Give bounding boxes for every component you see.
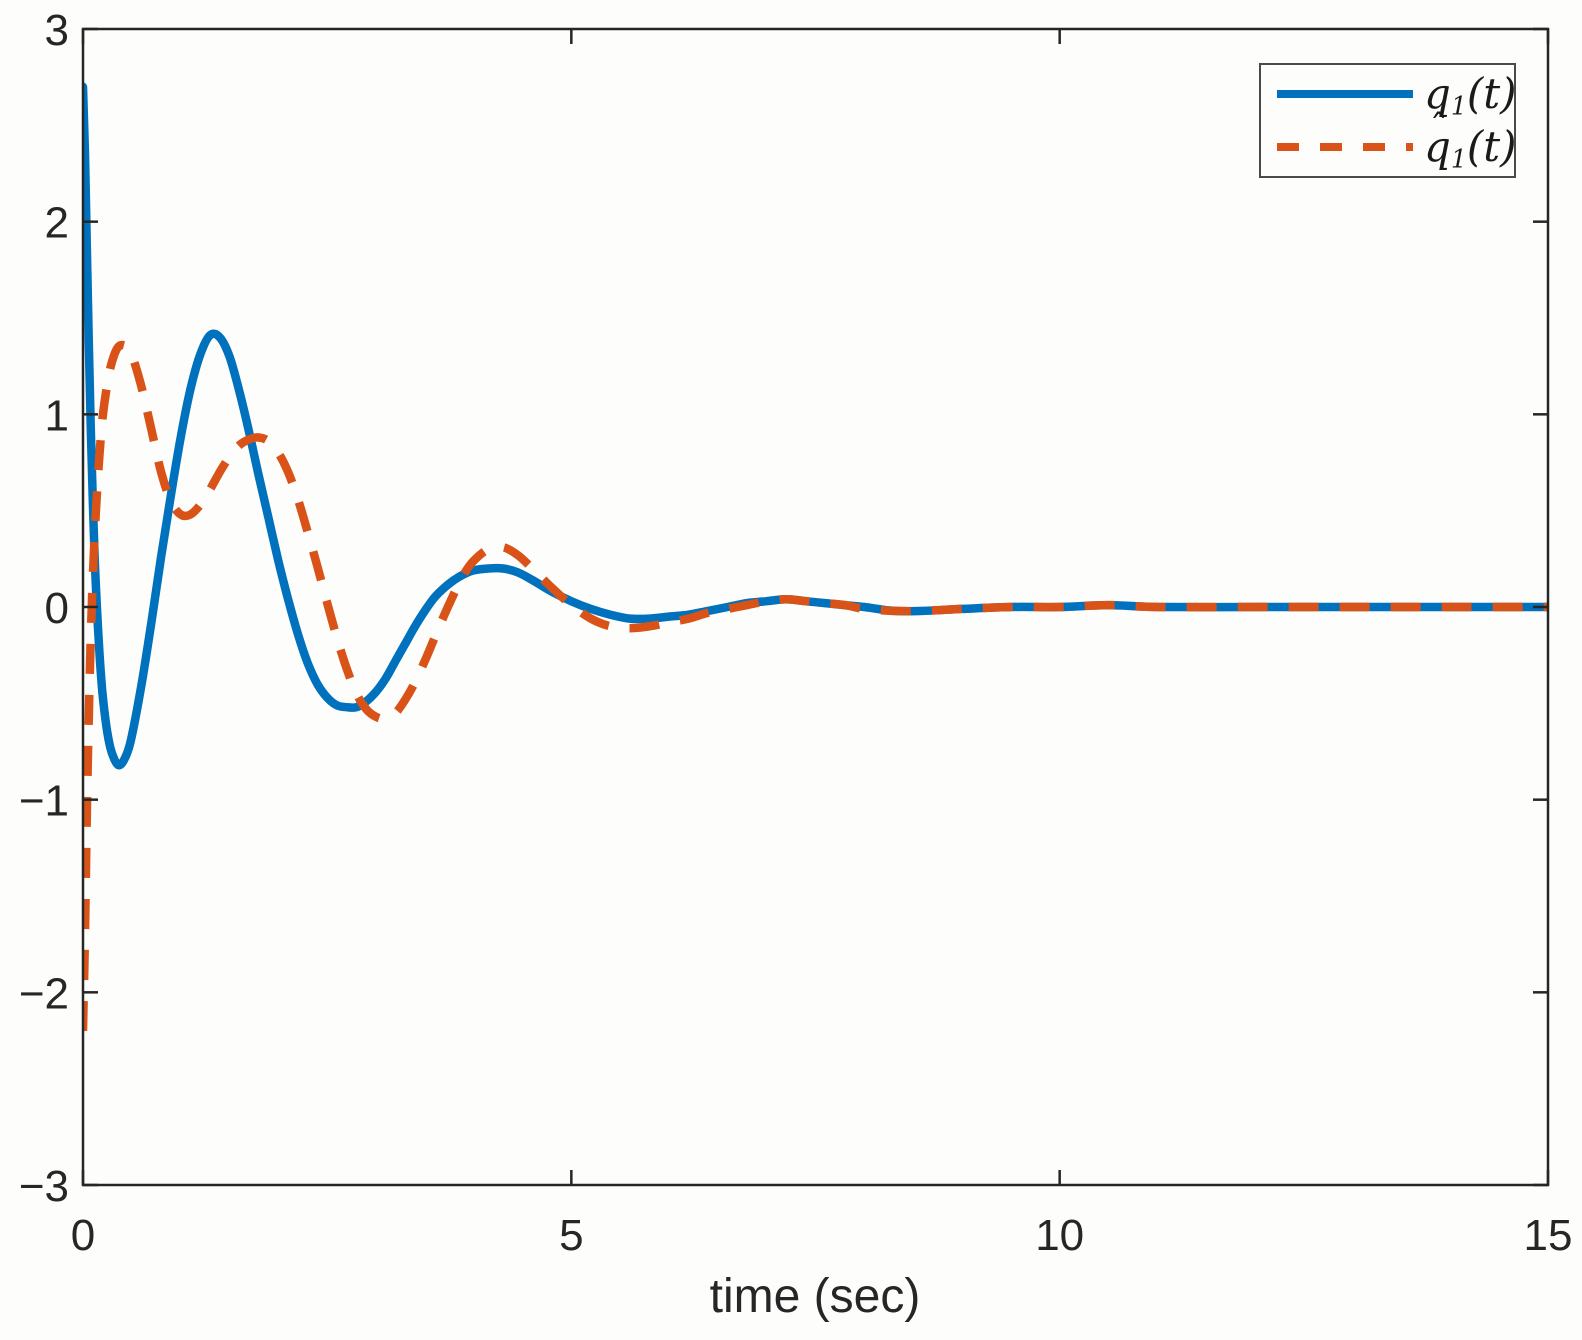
x-tick-label: 15 (1524, 1211, 1573, 1260)
plot-curves (83, 82, 1548, 1031)
x-tick-label: 0 (71, 1211, 95, 1260)
y-tick-label: 1 (45, 391, 69, 440)
y-tick-label: −1 (19, 777, 69, 826)
x-tick-label: 10 (1035, 1211, 1084, 1260)
x-tick-label: 5 (559, 1211, 583, 1260)
legend-line-solid (1277, 90, 1413, 99)
legend: q1(t) ˆ q1(t) (1259, 63, 1517, 178)
legend-item-q1hat: ˆ q1(t) (1274, 108, 1517, 173)
y-tick-label: 0 (45, 584, 69, 633)
y-tick-label: 2 (45, 199, 69, 248)
legend-item-q1: q1(t) (1274, 69, 1517, 121)
y-tick-label: −3 (19, 1162, 69, 1211)
legend-label-q1: q1(t) (1424, 69, 1517, 121)
axis-tick-labels: 0 5 10 15 −3 −2 −1 0 1 2 3 (19, 6, 1573, 1260)
x-axis-label: time (sec) (710, 1270, 921, 1323)
series-line-0 (83, 82, 1548, 770)
series-line-1 (83, 340, 1548, 1031)
axis-ticks (81, 27, 1550, 1187)
y-tick-label: −2 (19, 969, 69, 1018)
hat-accent: ˆ (1429, 108, 1448, 150)
legend-label-q1hat: ˆ q1(t) (1424, 108, 1517, 173)
y-tick-label: 3 (45, 6, 69, 55)
legend-line-dashed (1277, 142, 1413, 151)
